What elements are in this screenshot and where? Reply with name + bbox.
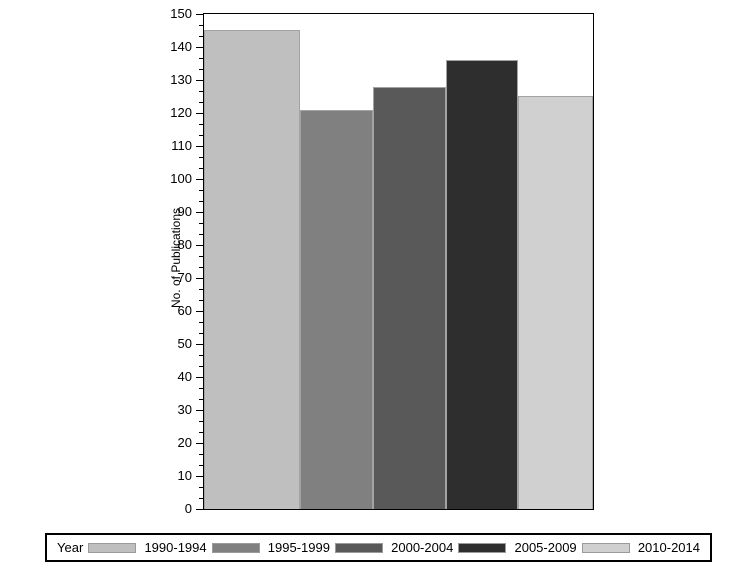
legend-swatch-2005-2009 <box>458 542 507 553</box>
legend-swatch-1995-1999 <box>211 542 260 553</box>
y-tick-label: 40 <box>177 369 192 384</box>
legend: Year 1990-1994 1995-1999 2000-2004 2005-200… <box>45 533 712 562</box>
y-tick-mark <box>196 212 203 213</box>
y-tick-mark <box>196 80 203 81</box>
y-minor-tick-mark <box>199 25 203 26</box>
y-minor-tick-mark <box>199 124 203 125</box>
y-minor-tick-mark <box>199 36 203 37</box>
y-minor-tick-mark <box>199 388 203 389</box>
legend-item-label: 2010-2014 <box>637 540 700 555</box>
y-minor-tick-mark <box>199 91 203 92</box>
y-tick-mark <box>196 344 203 345</box>
y-tick-mark <box>196 443 203 444</box>
bar-1995-1999 <box>300 110 373 509</box>
y-minor-tick-mark <box>199 201 203 202</box>
y-tick-mark <box>196 509 203 510</box>
y-tick-label: 60 <box>177 303 192 318</box>
bar-1990-1994 <box>204 30 300 509</box>
y-tick-label: 30 <box>177 402 192 417</box>
y-minor-tick-mark <box>199 366 203 367</box>
y-minor-tick-mark <box>199 399 203 400</box>
y-minor-tick-mark <box>199 465 203 466</box>
y-minor-tick-mark <box>199 333 203 334</box>
y-tick-label: 20 <box>177 435 192 450</box>
y-tick-mark <box>196 113 203 114</box>
y-tick-mark <box>196 47 203 48</box>
y-minor-tick-mark <box>199 190 203 191</box>
y-minor-tick-mark <box>199 267 203 268</box>
y-tick-label: 140 <box>170 39 192 54</box>
y-minor-tick-mark <box>199 58 203 59</box>
y-tick-label: 150 <box>170 6 192 21</box>
y-tick-label: 100 <box>170 171 192 186</box>
y-minor-tick-mark <box>199 300 203 301</box>
y-minor-tick-mark <box>199 454 203 455</box>
y-minor-tick-mark <box>199 355 203 356</box>
legend-item: 2005-2009 <box>458 540 577 555</box>
y-minor-tick-mark <box>199 487 203 488</box>
plot-area: 150 140 130 120 110 100 90 80 70 60 50 40 30 20 10 0 <box>170 6 594 516</box>
y-tick-mark <box>196 278 203 279</box>
y-tick-label: 80 <box>177 237 192 252</box>
y-tick-label: 130 <box>170 72 192 87</box>
bar-2000-2004 <box>373 87 446 509</box>
legend-title: Year <box>57 540 84 555</box>
y-tick-mark <box>196 410 203 411</box>
y-minor-tick-mark <box>199 234 203 235</box>
y-tick-mark <box>196 14 203 15</box>
y-tick-mark <box>196 179 203 180</box>
y-tick-mark <box>196 311 203 312</box>
y-minor-tick-mark <box>199 256 203 257</box>
y-tick-label: 70 <box>177 270 192 285</box>
y-tick-label: 10 <box>177 468 192 483</box>
legend-item-label: 1990-1994 <box>144 540 207 555</box>
y-tick-label: 90 <box>177 204 192 219</box>
legend-item: 2010-2014 <box>581 540 700 555</box>
y-minor-tick-mark <box>199 322 203 323</box>
legend-swatch-1990-1994 <box>88 542 137 553</box>
y-tick-mark <box>196 377 203 378</box>
legend-swatch-2010-2014 <box>581 542 630 553</box>
bar-2005-2009 <box>446 60 518 509</box>
y-tick-mark <box>196 146 203 147</box>
y-minor-tick-mark <box>199 432 203 433</box>
y-tick-label: 120 <box>170 105 192 120</box>
legend-item: 2000-2004 <box>335 540 453 555</box>
legend-item-label: 2005-2009 <box>514 540 577 555</box>
y-minor-tick-mark <box>199 135 203 136</box>
y-tick-mark <box>196 476 203 477</box>
y-minor-tick-mark <box>199 498 203 499</box>
y-tick-mark <box>196 245 203 246</box>
y-minor-tick-mark <box>199 102 203 103</box>
y-minor-tick-mark <box>199 69 203 70</box>
legend-swatch-2000-2004 <box>335 542 384 553</box>
y-axis-label: No. of Publications <box>169 207 183 309</box>
y-minor-tick-mark <box>199 168 203 169</box>
legend-item: 1990-1994 <box>88 540 207 555</box>
y-minor-tick-mark <box>199 223 203 224</box>
y-minor-tick-mark <box>199 421 203 422</box>
y-tick-label: 0 <box>184 501 192 516</box>
y-tick-label: 110 <box>171 138 192 153</box>
y-minor-tick-mark <box>199 289 203 290</box>
legend-item-label: 2000-2004 <box>391 540 454 555</box>
y-minor-tick-mark <box>199 157 203 158</box>
legend-item-label: 1995-1999 <box>267 540 330 555</box>
legend-item: 1995-1999 <box>211 540 330 555</box>
y-tick-label: 50 <box>177 336 192 351</box>
bar-2010-2014 <box>518 96 593 509</box>
